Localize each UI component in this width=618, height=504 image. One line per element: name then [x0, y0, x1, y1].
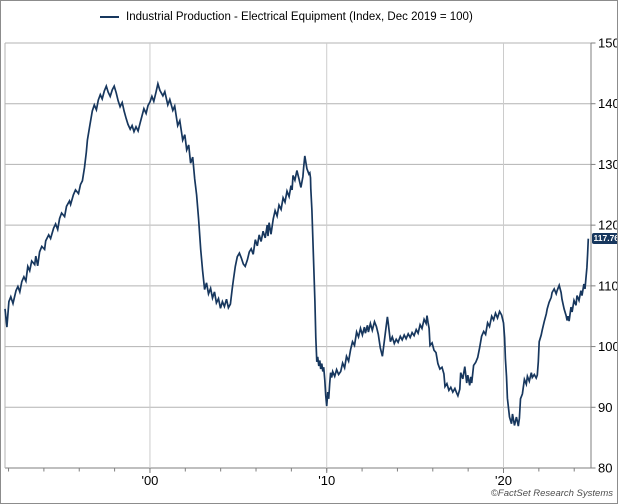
y-tick-label: 120 — [598, 218, 618, 233]
last-value-badge: 117.76 — [591, 233, 617, 244]
y-tick-label: 90 — [598, 400, 612, 415]
y-tick-label: 150 — [598, 36, 618, 51]
series-line — [4, 80, 590, 427]
x-tick-label: '10 — [318, 473, 335, 488]
x-tick-label: '20 — [495, 473, 512, 488]
copyright-text: ©FactSet Research Systems — [490, 488, 613, 499]
y-tick-label: 130 — [598, 157, 618, 172]
legend-line-swatch-icon — [100, 16, 119, 18]
y-tick-label: 110 — [598, 278, 618, 293]
y-tick-label: 80 — [598, 461, 612, 476]
x-tick-label: '00 — [141, 473, 158, 488]
y-tick-label: 140 — [598, 96, 618, 111]
legend-label: Industrial Production - Electrical Equip… — [126, 11, 473, 23]
y-tick-label: 100 — [598, 339, 618, 354]
legend: Industrial Production - Electrical Equip… — [100, 11, 473, 23]
